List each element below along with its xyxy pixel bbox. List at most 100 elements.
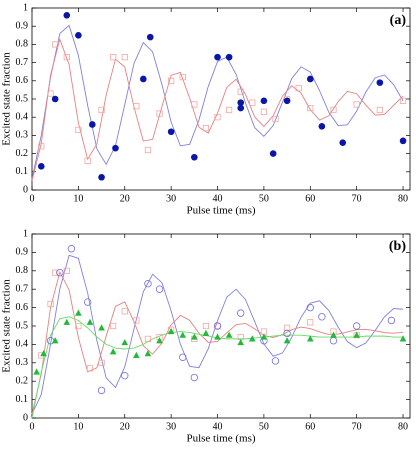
data-point <box>237 338 245 346</box>
data-point <box>307 105 314 112</box>
data-point <box>249 335 256 342</box>
data-point <box>167 327 175 335</box>
y-tick-label: 0.6 <box>16 302 29 313</box>
data-point <box>52 41 59 48</box>
data-point <box>191 333 198 340</box>
x-tick-label: 0 <box>30 421 35 432</box>
panel: 0 10 20 30 40 50 60 70 80 0 0.1 0.2 0.3 0.4 0.5 0.6 0.7 0… <box>1 228 411 445</box>
data-point <box>156 337 163 344</box>
x-tick-label: 10 <box>73 193 83 204</box>
y-tick-label: 0.8 <box>16 265 29 276</box>
y-tick-label: 0.7 <box>16 283 29 294</box>
y-tick-label: 0.5 <box>16 93 29 104</box>
data-point <box>121 338 129 346</box>
data-point <box>88 121 96 128</box>
data-point <box>190 373 199 382</box>
data-point <box>98 106 105 114</box>
data-point <box>63 54 70 61</box>
x-tick-label: 30 <box>166 193 176 204</box>
data-point <box>214 322 221 330</box>
data-point <box>112 144 119 152</box>
data-point <box>283 97 291 105</box>
plot-frame <box>31 7 411 191</box>
data-point <box>260 108 268 115</box>
data-point <box>214 53 221 61</box>
data-point <box>225 331 233 338</box>
x-tick-label: 50 <box>259 421 269 432</box>
data-point <box>271 357 280 365</box>
data-point <box>376 79 384 86</box>
panel: 0 10 20 30 40 50 60 70 80 0 0.1 0.2 0.3 0.4 0.5 0.6 0.7 0… <box>1 2 411 217</box>
data-point <box>318 123 326 130</box>
y-axis-label: Excited state fraction <box>1 279 13 373</box>
data-point <box>202 329 210 336</box>
data-point <box>399 97 407 104</box>
x-tick-label: 70 <box>352 421 362 432</box>
data-point <box>214 333 221 340</box>
data-point <box>213 322 222 330</box>
data-point <box>140 75 147 83</box>
data-point <box>121 308 128 315</box>
data-point <box>318 313 326 321</box>
data-point <box>329 337 338 345</box>
y-tick-label: 0.1 <box>16 166 29 177</box>
data-point <box>98 173 105 181</box>
data-point <box>283 337 291 344</box>
data-point <box>260 328 268 335</box>
y-tick-label: 1 <box>23 2 28 13</box>
x-tick-label: 20 <box>120 421 130 432</box>
data-point <box>75 322 82 330</box>
data-point <box>75 309 82 316</box>
data-point <box>109 348 117 355</box>
panel-label: (a) <box>390 13 407 28</box>
y-tick-label: 0.1 <box>16 394 29 405</box>
data-point <box>37 163 45 170</box>
data-point <box>133 351 140 359</box>
data-point <box>98 359 105 366</box>
data-point <box>167 128 175 136</box>
x-tick-label: 70 <box>352 193 362 204</box>
data-point <box>399 335 407 342</box>
data-point <box>144 279 152 288</box>
x-tick-label: 60 <box>305 193 315 204</box>
fit-curve <box>31 270 404 415</box>
panel-label: (b) <box>389 239 406 254</box>
data-point <box>272 115 279 123</box>
data-point <box>307 319 314 326</box>
data-point <box>295 84 302 92</box>
y-tick-label: 0.2 <box>16 148 29 159</box>
data-point <box>144 350 152 357</box>
data-point <box>306 335 314 342</box>
data-point <box>191 101 198 108</box>
y-tick-label: 1 <box>23 228 28 239</box>
data-point <box>83 298 92 306</box>
y-tick-label: 0 <box>23 184 28 195</box>
data-point <box>121 54 128 61</box>
data-point <box>353 331 360 338</box>
data-point <box>269 150 277 157</box>
data-point <box>156 110 163 117</box>
data-point <box>75 126 82 134</box>
data-point <box>399 137 407 145</box>
data-point <box>330 331 337 338</box>
data-point <box>352 322 361 330</box>
data-point <box>155 285 164 293</box>
x-tick-label: 40 <box>213 421 223 432</box>
data-point <box>339 139 347 146</box>
x-tick-label: 40 <box>213 193 223 204</box>
y-tick-label: 0.9 <box>16 247 29 258</box>
data-point <box>202 125 210 132</box>
data-point <box>47 90 54 97</box>
data-point <box>98 324 105 331</box>
data-point <box>202 322 210 330</box>
data-point <box>283 329 291 338</box>
data-point <box>376 106 383 114</box>
data-point <box>387 316 396 325</box>
data-point <box>306 303 314 312</box>
y-tick-label: 0.2 <box>16 375 29 386</box>
data-point <box>260 333 268 340</box>
data-point <box>51 95 59 103</box>
data-point <box>52 269 59 276</box>
data-point <box>63 318 71 325</box>
data-point <box>56 268 64 277</box>
